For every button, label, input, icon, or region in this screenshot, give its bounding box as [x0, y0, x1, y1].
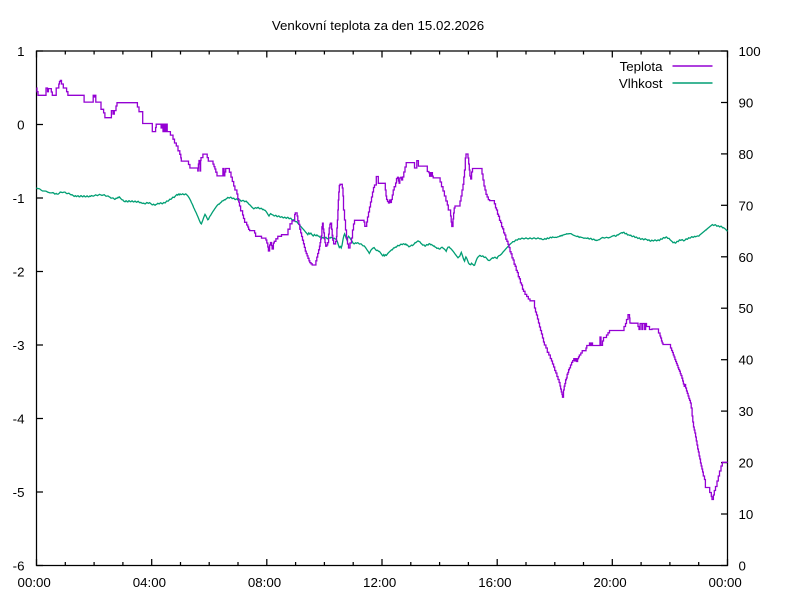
- svg-text:Teplota: Teplota: [620, 59, 663, 74]
- svg-text:12:00: 12:00: [363, 575, 396, 590]
- svg-text:1: 1: [17, 44, 24, 59]
- svg-text:20: 20: [739, 456, 754, 471]
- svg-text:-6: -6: [13, 559, 25, 574]
- svg-text:60: 60: [739, 250, 754, 265]
- svg-text:10: 10: [739, 507, 754, 522]
- svg-text:30: 30: [739, 404, 754, 419]
- svg-text:-4: -4: [13, 412, 25, 427]
- svg-text:70: 70: [739, 198, 754, 213]
- svg-text:Venkovní teplota za den 15.02.: Venkovní teplota za den 15.02.2026: [272, 18, 484, 33]
- svg-text:-1: -1: [13, 191, 25, 206]
- svg-text:0: 0: [739, 559, 746, 574]
- svg-text:80: 80: [739, 147, 754, 162]
- svg-text:90: 90: [739, 96, 754, 111]
- svg-text:00:00: 00:00: [709, 575, 742, 590]
- svg-text:40: 40: [739, 353, 754, 368]
- svg-text:-5: -5: [13, 485, 25, 500]
- svg-text:100: 100: [739, 44, 761, 59]
- svg-text:08:00: 08:00: [248, 575, 281, 590]
- svg-text:-2: -2: [13, 265, 25, 280]
- svg-text:50: 50: [739, 301, 754, 316]
- svg-text:04:00: 04:00: [133, 575, 166, 590]
- svg-text:-3: -3: [13, 338, 25, 353]
- svg-text:00:00: 00:00: [18, 575, 51, 590]
- svg-text:Vlhkost: Vlhkost: [619, 76, 663, 91]
- svg-text:20:00: 20:00: [593, 575, 626, 590]
- svg-text:16:00: 16:00: [478, 575, 511, 590]
- svg-text:0: 0: [17, 118, 24, 133]
